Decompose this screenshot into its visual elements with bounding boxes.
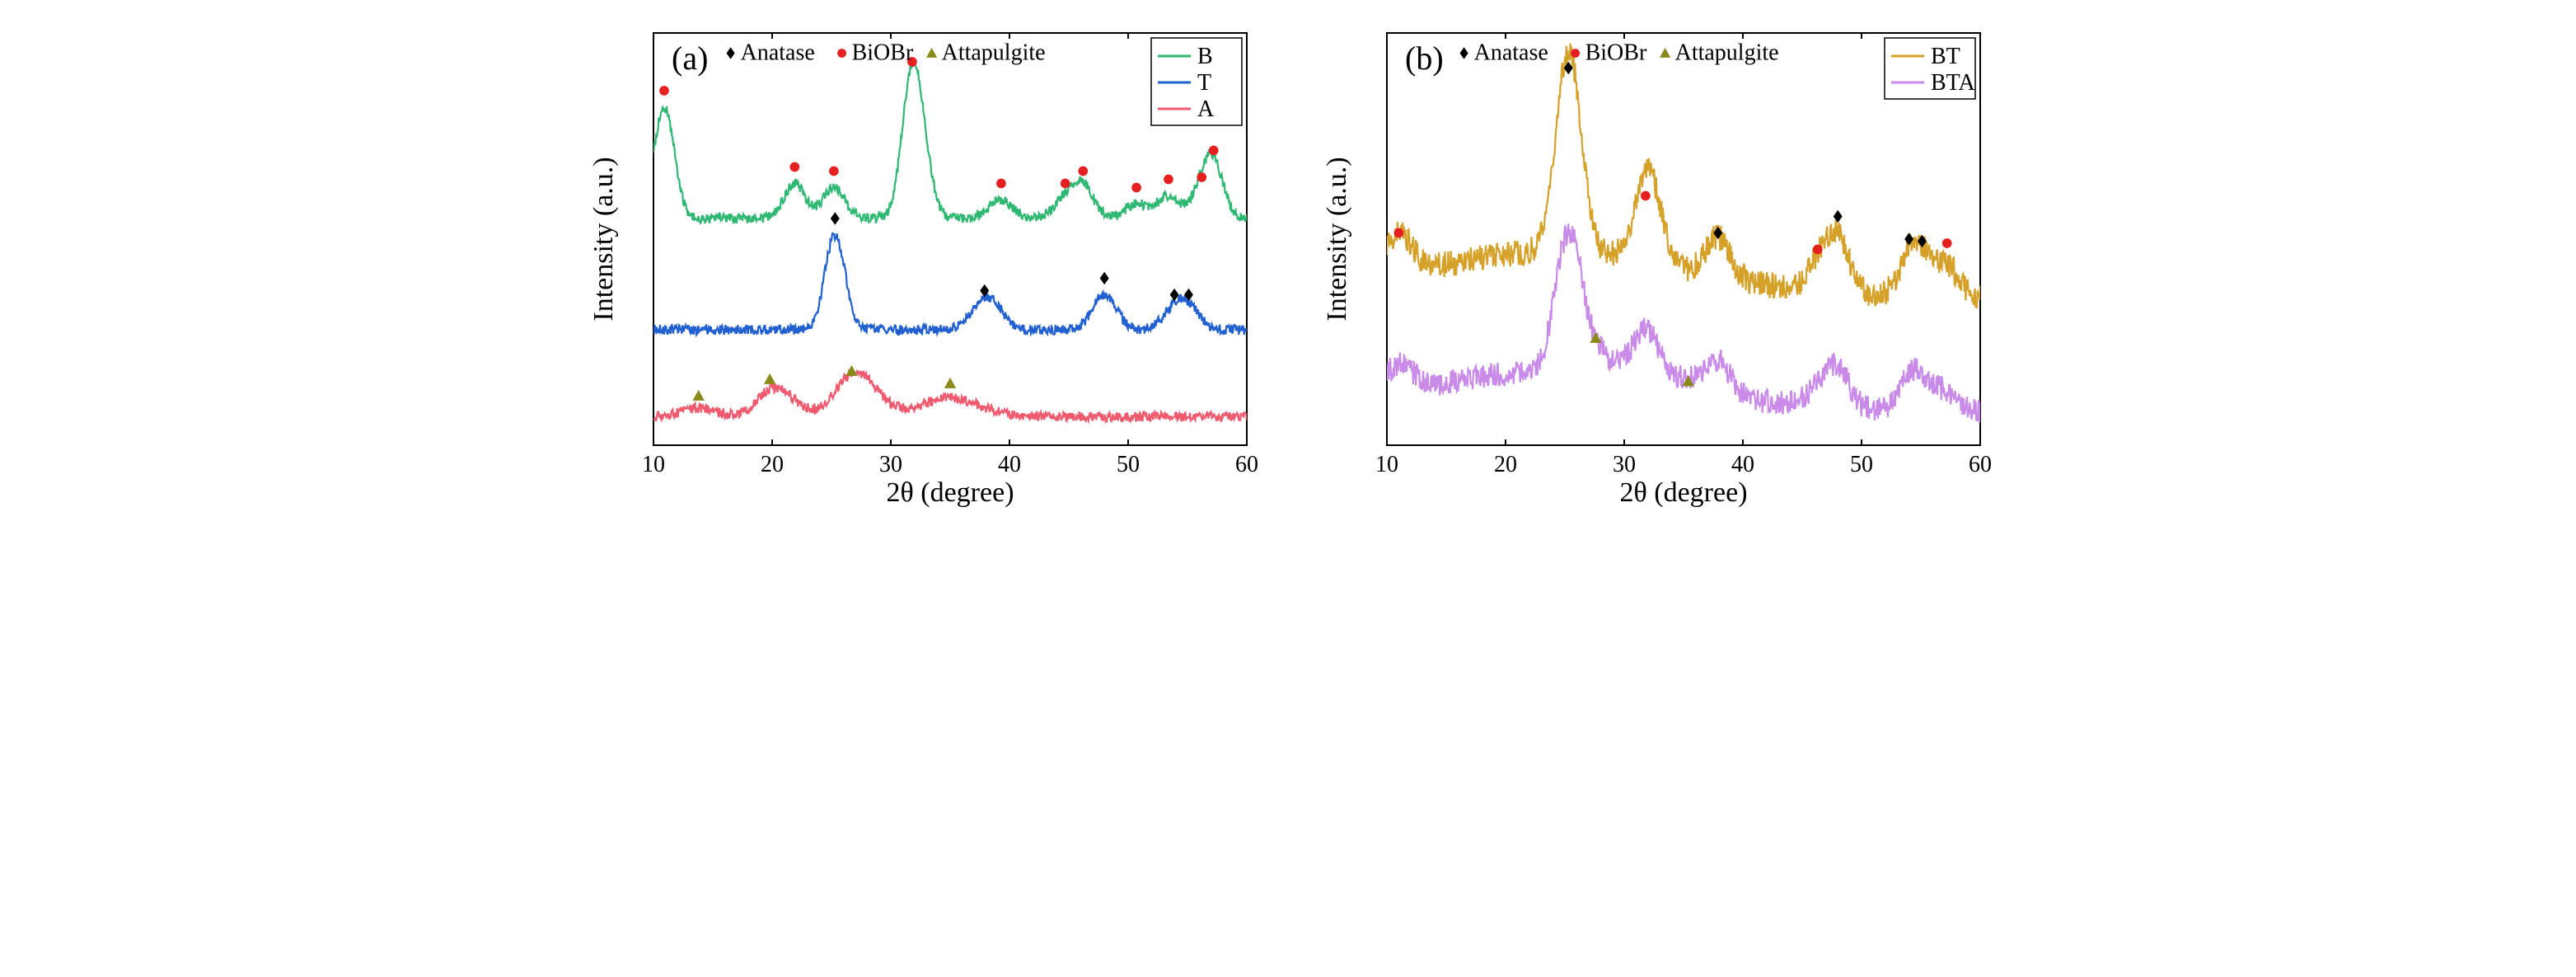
- peak-marker-triangle: [845, 365, 857, 376]
- marker-key-label: Attapulgite: [942, 40, 1046, 66]
- peak-marker-circle: [659, 86, 669, 96]
- peak-marker-triangle: [693, 390, 705, 401]
- legend-label: T: [1197, 70, 1211, 96]
- peak-marker-circle: [1164, 175, 1173, 185]
- peak-marker-diamond: [1834, 210, 1843, 223]
- trace-T: [653, 233, 1247, 335]
- marker-key-label: Anatase: [741, 40, 815, 66]
- x-tick-label: 40: [998, 452, 1021, 477]
- x-tick-label: 40: [1731, 452, 1754, 477]
- peak-marker-circle: [1394, 228, 1404, 238]
- x-tick-label: 20: [761, 452, 784, 477]
- x-tick-label: 30: [879, 452, 902, 477]
- peak-marker-circle: [1061, 179, 1070, 189]
- peak-marker-triangle: [944, 378, 956, 388]
- legend-label: BTA: [1931, 70, 1976, 96]
- panel-b: 10 20 30 40 50 60 2θ (degree) Intensity (a.u.) (…: [1313, 16, 1997, 511]
- x-tick-label: 60: [1235, 452, 1258, 477]
- x-tick-label: 10: [642, 452, 665, 477]
- x-axis-label: 2θ (degree): [1619, 477, 1747, 508]
- figure-container: 10 20 30 40 50 60 2θ (degree) Intensity (a.u.) (…: [16, 16, 2560, 511]
- peak-marker-circle: [1197, 172, 1206, 182]
- peak-marker-circle: [1209, 146, 1219, 156]
- marker-key-label: Attapulgite: [1675, 40, 1779, 66]
- panel-label: (b): [1405, 40, 1444, 77]
- panel-label: (a): [672, 40, 708, 77]
- trace-BTA: [1387, 223, 1980, 423]
- peak-marker-circle: [1641, 191, 1651, 201]
- marker-key-label: BiOBr: [1585, 40, 1647, 66]
- x-tick-label: 50: [1117, 452, 1140, 477]
- x-tick-label: 10: [1375, 452, 1398, 477]
- peak-marker-circle: [829, 167, 839, 176]
- marker-key-label: BiOBr: [852, 40, 914, 66]
- x-tick-label: 50: [1850, 452, 1873, 477]
- panel-a: 10 20 30 40 50 60 2θ (degree) Intensity (a.u.) (…: [579, 16, 1263, 511]
- peak-marker-triangle: [764, 373, 775, 384]
- legend-label: B: [1197, 44, 1213, 69]
- x-tick-label: 30: [1613, 452, 1636, 477]
- legend-label: A: [1197, 96, 1215, 122]
- peak-marker-circle: [996, 179, 1006, 189]
- marker-key-label: Anatase: [1474, 40, 1548, 66]
- trace-A: [653, 369, 1247, 421]
- y-axis-label: Intensity (a.u.): [1322, 157, 1352, 321]
- peak-marker-diamond: [831, 212, 840, 225]
- x-tick-label: 60: [1969, 452, 1992, 477]
- legend-label: BT: [1931, 44, 1960, 69]
- peak-marker-circle: [1078, 167, 1088, 176]
- y-axis-label: Intensity (a.u.): [588, 157, 619, 321]
- x-axis-label: 2θ (degree): [886, 477, 1014, 508]
- peak-marker-circle: [1131, 183, 1141, 193]
- peak-marker-diamond: [1100, 272, 1109, 285]
- peak-marker-circle: [790, 162, 800, 172]
- x-tick-label: 20: [1494, 452, 1517, 477]
- peak-marker-circle: [1942, 238, 1952, 248]
- xrd-panel-b: 10 20 30 40 50 60 2θ (degree) Intensity (a.u.) (…: [1313, 16, 1997, 511]
- peak-marker-circle: [1813, 245, 1823, 255]
- xrd-panel-a: 10 20 30 40 50 60 2θ (degree) Intensity (a.u.) (…: [579, 16, 1263, 511]
